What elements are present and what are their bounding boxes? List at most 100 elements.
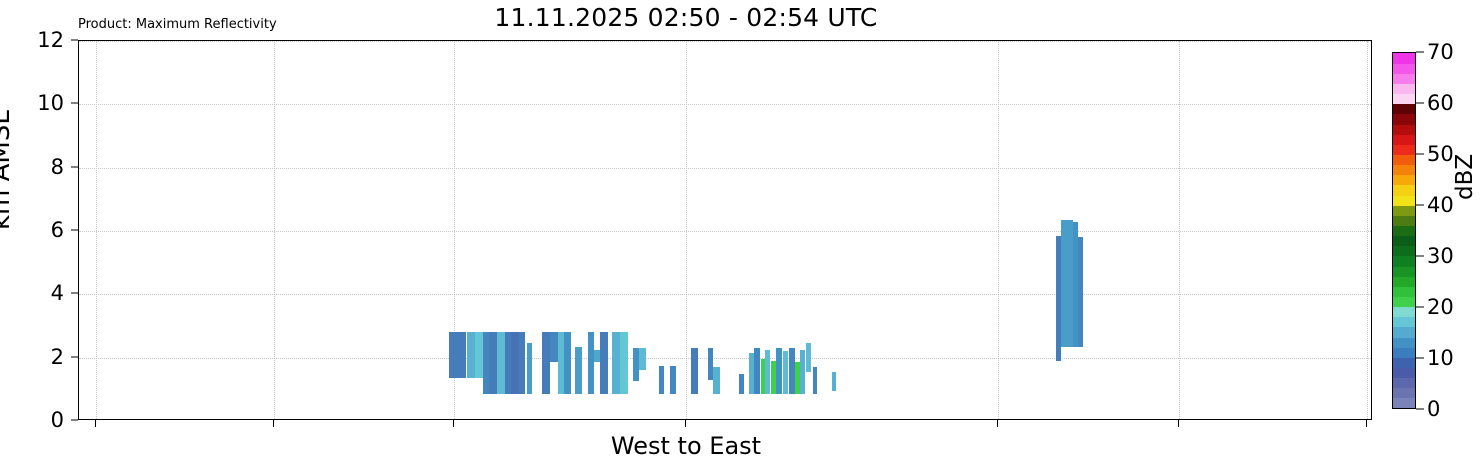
reflectivity-column — [754, 348, 760, 395]
chart-title: 11.11.2025 02:50 - 02:54 UTC — [494, 3, 878, 32]
colorbar-cell — [1393, 205, 1415, 216]
y-axis-tick-label: 6 — [50, 218, 64, 242]
colorbar-tick-label: 40 — [1427, 193, 1454, 217]
colorbar-tick — [1416, 306, 1424, 308]
x-axis-tick — [996, 420, 998, 427]
gridline-horizontal — [79, 41, 1371, 42]
y-axis-tick — [71, 102, 78, 104]
colorbar-cell — [1393, 184, 1415, 196]
reflectivity-column — [760, 359, 765, 395]
colorbar-tick — [1416, 153, 1424, 155]
y-axis-tick — [71, 166, 78, 168]
reflectivity-column — [707, 348, 714, 380]
reflectivity-column — [1072, 221, 1078, 347]
colorbar-tick — [1416, 255, 1424, 257]
colorbar-cell — [1393, 347, 1415, 358]
colorbar-cell — [1393, 276, 1415, 287]
y-axis-tick — [71, 39, 78, 41]
reflectivity-column — [518, 332, 526, 395]
colorbar-cell — [1393, 245, 1415, 257]
x-axis-tick — [94, 420, 96, 427]
reflectivity-column — [489, 332, 497, 395]
y-axis-tick — [71, 356, 78, 358]
colorbar-cell — [1393, 144, 1415, 156]
gridline-vertical — [95, 41, 97, 419]
gridline-vertical — [1178, 41, 1180, 419]
gridline-vertical — [685, 41, 687, 419]
gridline-horizontal — [79, 357, 1371, 359]
gridline-horizontal — [79, 167, 1371, 169]
colorbar-cell — [1393, 377, 1415, 389]
colorbar-cell — [1393, 113, 1415, 125]
reflectivity-column — [832, 371, 836, 391]
colorbar-tick — [1416, 102, 1424, 104]
colorbar-cell — [1393, 154, 1415, 166]
colorbar-cell — [1393, 367, 1415, 379]
colorbar-cell — [1393, 255, 1415, 267]
colorbar-tick-label: 0 — [1427, 397, 1441, 421]
colorbar-cell — [1393, 225, 1415, 237]
x-axis-tick — [273, 420, 275, 427]
colorbar-cell — [1393, 266, 1415, 277]
y-axis-tick-label: 8 — [50, 154, 64, 179]
gridline-vertical — [997, 41, 999, 419]
colorbar-cell — [1393, 73, 1415, 85]
colorbar-cell — [1393, 296, 1415, 308]
colorbar-cell — [1393, 286, 1415, 298]
colorbar-tick-label: 30 — [1427, 244, 1454, 268]
reflectivity-column — [1067, 219, 1073, 347]
x-axis-tick — [1177, 420, 1179, 427]
colorbar-cell — [1393, 397, 1415, 408]
reflectivity-column — [449, 332, 459, 379]
reflectivity-column — [713, 367, 720, 395]
colorbar-cell — [1393, 195, 1415, 206]
plot-area — [78, 40, 1372, 420]
colorbar-tick-label: 70 — [1427, 40, 1454, 64]
colorbar-cell — [1393, 387, 1415, 399]
reflectivity-column — [467, 332, 475, 379]
colorbar-cell — [1393, 357, 1415, 369]
reflectivity-column — [612, 332, 620, 395]
reflectivity-column — [1077, 237, 1084, 347]
colorbar-label: dBZ — [1452, 153, 1478, 200]
product-note: Product: Maximum Reflectivity — [78, 17, 277, 32]
colorbar-cell — [1393, 124, 1415, 135]
reflectivity-column — [691, 348, 698, 395]
reflectivity-column — [782, 351, 789, 395]
colorbar-cell — [1393, 53, 1415, 64]
x-axis-label: West to East — [610, 432, 762, 460]
colorbar-cell — [1393, 164, 1415, 176]
reflectivity-column — [504, 332, 512, 395]
colorbar-cell — [1393, 103, 1415, 115]
colorbar-tick-label: 10 — [1427, 346, 1454, 370]
x-axis-tick — [453, 420, 455, 427]
colorbar-cell — [1393, 174, 1415, 186]
reflectivity-column — [812, 367, 817, 395]
reflectivity-column — [1061, 219, 1068, 347]
y-axis-tick-label: 4 — [50, 281, 64, 306]
x-axis-tick — [1365, 420, 1367, 427]
colorbar-tick-label: 50 — [1427, 142, 1454, 166]
y-axis-tick — [71, 292, 78, 294]
colorbar — [1392, 52, 1416, 409]
reflectivity-column — [806, 343, 812, 372]
reflectivity-column — [749, 352, 755, 395]
colorbar-cell — [1393, 63, 1415, 74]
colorbar-tick — [1416, 357, 1424, 359]
reflectivity-column — [587, 332, 594, 395]
colorbar-cell — [1393, 93, 1415, 105]
colorbar-cell — [1393, 337, 1415, 348]
colorbar-cell — [1393, 316, 1415, 328]
colorbar-tick-label: 60 — [1427, 91, 1454, 115]
reflectivity-column — [550, 332, 558, 363]
reflectivity-column — [776, 348, 782, 395]
colorbar-tick — [1416, 408, 1424, 410]
colorbar-tick-label: 20 — [1427, 295, 1454, 319]
gridline-horizontal — [79, 294, 1371, 296]
reflectivity-column — [764, 349, 770, 395]
reflectivity-column — [1055, 235, 1062, 361]
gridline-vertical — [274, 41, 276, 419]
reflectivity-column — [639, 348, 646, 371]
reflectivity-column — [794, 362, 800, 395]
gridline-horizontal — [79, 104, 1371, 106]
